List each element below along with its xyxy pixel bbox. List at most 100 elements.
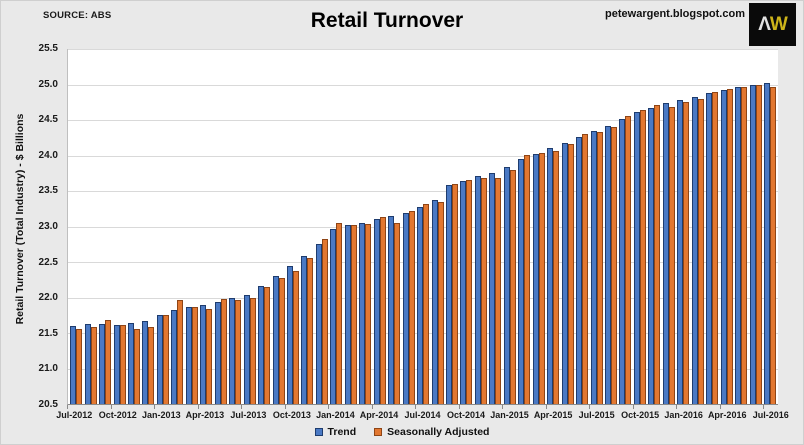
legend-item-seasonally-adjusted: Seasonally Adjusted xyxy=(374,426,489,438)
seasonally-adjusted-bar xyxy=(293,270,300,404)
bar-group-May-2013 xyxy=(214,49,228,404)
y-tick-label: 24.0 xyxy=(38,149,58,161)
x-tick-label: Jul-2012 xyxy=(56,410,93,420)
y-tick-label: 22.5 xyxy=(38,256,58,268)
trend-bar xyxy=(662,102,669,404)
seasonally-adjusted-bar xyxy=(408,210,415,404)
trend-bar xyxy=(677,100,684,404)
seasonally-adjusted-bar xyxy=(625,116,632,404)
x-tick-label: Oct-2014 xyxy=(447,410,486,420)
trend-bar xyxy=(633,112,640,404)
trend-bar xyxy=(749,85,756,404)
seasonally-adjusted-bar xyxy=(134,328,141,404)
seasonally-adjusted-bar xyxy=(567,144,574,404)
bar-group-Jun-2013 xyxy=(228,49,242,404)
seasonally-adjusted-bar xyxy=(76,328,83,404)
x-tick-label: Jan-2013 xyxy=(142,410,181,420)
x-axis-tick-labels: Jul-2012 Oct-2012 Jan-2013 Apr-2013 Jul-2013… xyxy=(56,405,789,422)
seasonally-adjusted-bar xyxy=(466,179,473,404)
trend-bar xyxy=(287,266,294,404)
trend-bar xyxy=(258,286,265,404)
trend-bar xyxy=(99,324,106,404)
seasonally-adjusted-bar xyxy=(524,154,531,404)
trend-bar xyxy=(359,222,366,404)
bar-group-Jan-2016 xyxy=(676,49,690,404)
bar-group-May-2016 xyxy=(734,49,748,404)
x-tick-mark xyxy=(197,405,199,409)
seasonally-adjusted-bar xyxy=(769,86,776,404)
trend-bar xyxy=(200,304,207,404)
y-tick-label: 21.5 xyxy=(38,327,58,339)
legend-label: Seasonally Adjusted xyxy=(387,426,490,438)
bar-group-Apr-2013 xyxy=(199,49,213,404)
y-tick-label: 20.5 xyxy=(38,399,58,410)
bar-group-May-2015 xyxy=(560,49,574,404)
x-tick-mark xyxy=(241,405,243,409)
x-tick-label: Oct-2013 xyxy=(272,410,311,420)
bar-group-Sep-2014 xyxy=(445,49,459,404)
gridline xyxy=(68,120,778,121)
seasonally-adjusted-bar xyxy=(538,152,545,404)
seasonally-adjusted-bar xyxy=(206,308,213,404)
trend-bar xyxy=(735,87,742,404)
bar-group-Dec-2015 xyxy=(662,49,676,404)
bar-group-Mar-2013 xyxy=(185,49,199,404)
gridline xyxy=(68,191,778,192)
x-tick-label: Apr-2014 xyxy=(359,410,399,420)
bar-group-Aug-2012 xyxy=(83,49,97,404)
x-tick-mark xyxy=(589,405,591,409)
seasonally-adjusted-bar xyxy=(639,110,646,404)
x-tick-label: Oct-2012 xyxy=(98,410,137,420)
seasonally-adjusted-bar xyxy=(452,183,458,404)
bar-group-Jan-2014 xyxy=(329,49,343,404)
bar-group-Jun-2015 xyxy=(575,49,589,404)
trend-bar xyxy=(547,148,554,404)
trend-bar xyxy=(460,181,467,404)
trend-bar xyxy=(272,276,279,404)
bar-group-Dec-2014 xyxy=(488,49,502,404)
seasonally-adjusted-bar xyxy=(264,286,271,404)
trend-bar xyxy=(373,219,380,404)
trend-bar xyxy=(720,90,727,404)
seasonally-adjusted-bar xyxy=(191,307,198,404)
x-tick-mark xyxy=(502,405,504,409)
trend-bar xyxy=(474,176,481,404)
trend-bar xyxy=(156,315,163,404)
bar-group-Aug-2015 xyxy=(604,49,618,404)
seasonally-adjusted-bar xyxy=(726,88,733,404)
bar-group-Oct-2015 xyxy=(633,49,647,404)
bar-group-Feb-2016 xyxy=(690,49,704,404)
y-tick-label: 23.0 xyxy=(38,221,58,232)
bar-group-Jan-2013 xyxy=(156,49,170,404)
trend-bar xyxy=(446,185,452,404)
trend-bar xyxy=(619,118,626,404)
source-label: SOURCE: ABS xyxy=(43,10,112,21)
trend-bar xyxy=(431,200,438,404)
bar-group-Jul-2016 xyxy=(763,49,777,404)
trend-bar xyxy=(691,96,698,404)
logo-letter-w: W xyxy=(769,13,788,35)
legend: Trend Seasonally Adjusted xyxy=(1,426,803,438)
seasonally-adjusted-bar xyxy=(741,86,748,404)
trend-bar xyxy=(330,228,337,404)
trend-bar xyxy=(388,215,395,404)
seasonally-adjusted-bar xyxy=(365,223,372,404)
site-url-label: petewargent.blogspot.com xyxy=(605,8,745,20)
trend-bar xyxy=(532,154,539,404)
seasonally-adjusted-bar xyxy=(148,327,155,404)
bar-group-Dec-2013 xyxy=(315,49,329,404)
plot-area xyxy=(67,49,778,405)
seasonally-adjusted-bar xyxy=(278,278,285,404)
seasonally-adjusted-bar xyxy=(235,300,242,404)
seasonally-adjusted-bar xyxy=(119,325,126,404)
chart-title: Retail Turnover xyxy=(310,9,464,32)
seasonally-adjusted-bar xyxy=(177,299,184,404)
gridline xyxy=(68,49,778,50)
seasonally-adjusted-bar xyxy=(321,238,328,404)
trend-bar xyxy=(214,301,221,404)
bar-group-Apr-2014 xyxy=(373,49,387,404)
bar-group-Jun-2014 xyxy=(401,49,415,404)
trend-bar xyxy=(301,256,308,404)
